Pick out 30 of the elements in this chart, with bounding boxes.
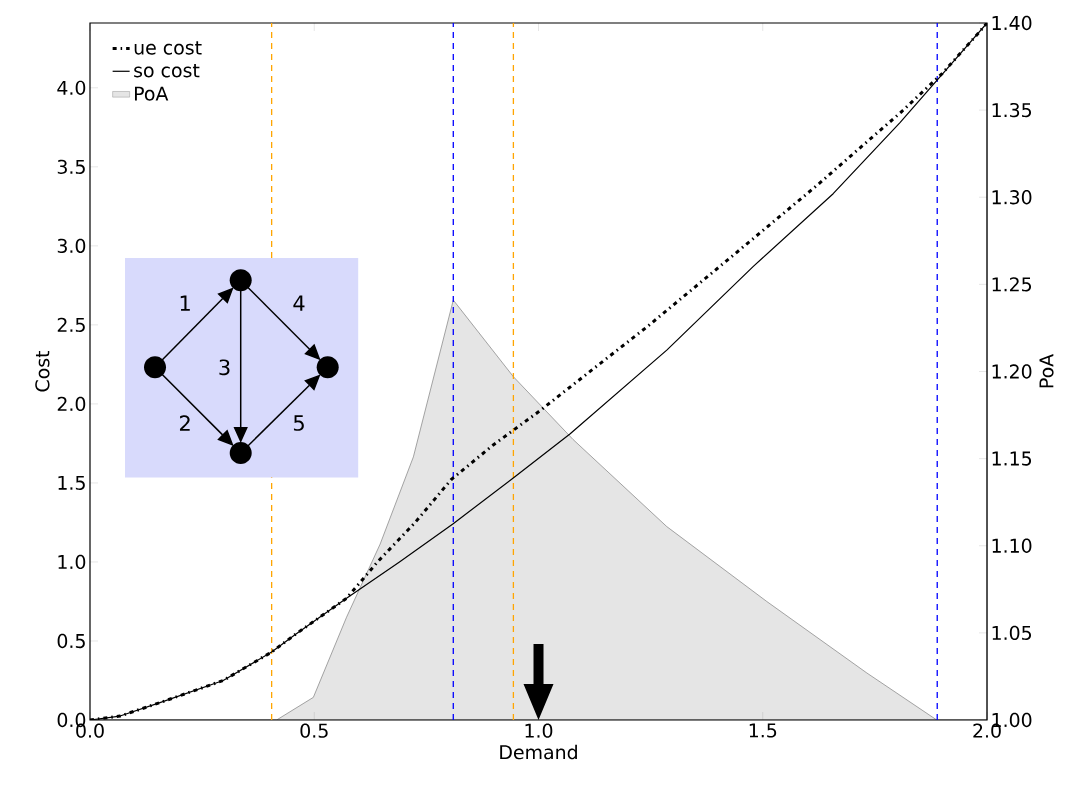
annotation: 5 bbox=[293, 415, 304, 431]
y-tick-label: 1.5 bbox=[58, 475, 85, 490]
x-tick-label: 0.5 bbox=[300, 723, 328, 738]
y-tick-label: 2.5 bbox=[57, 317, 85, 333]
annotation: 1 bbox=[180, 295, 190, 311]
y2-tick-label: 1.10 bbox=[992, 538, 1032, 553]
legend-label: ue cost bbox=[134, 41, 202, 55]
y-tick-label: 0.5 bbox=[57, 633, 85, 649]
legend-label: so cost bbox=[134, 63, 200, 78]
y2-tick-label: 1.40 bbox=[992, 15, 1032, 31]
x-axis-title: Demand bbox=[500, 744, 577, 760]
y2-tick-label: 1.15 bbox=[992, 451, 1032, 466]
y2-tick-label: 1.20 bbox=[992, 364, 1032, 379]
y2-tick-label: 1.25 bbox=[992, 277, 1032, 292]
y2-axis-title: PoA bbox=[1039, 354, 1054, 388]
y-tick-label: 2.0 bbox=[57, 396, 86, 412]
y-axis-title: Cost bbox=[35, 350, 50, 392]
y2-tick-label: 1.30 bbox=[992, 190, 1032, 205]
x-tick-label: 1.5 bbox=[749, 723, 777, 738]
x-tick-label: 1.0 bbox=[525, 723, 553, 738]
y-tick-label: 3.0 bbox=[57, 238, 86, 253]
annotation: 4 bbox=[293, 295, 305, 311]
legend-label: PoA bbox=[134, 86, 169, 101]
annotation: 2 bbox=[179, 415, 190, 431]
y2-tick-label: 1.35 bbox=[992, 102, 1032, 118]
y2-tick-label: 1.05 bbox=[992, 625, 1032, 641]
annotation: 3 bbox=[219, 359, 230, 376]
y-tick-label: 3.5 bbox=[57, 159, 85, 174]
y-tick-label: 1.0 bbox=[58, 554, 86, 570]
y-tick-label: 4.0 bbox=[57, 80, 86, 95]
